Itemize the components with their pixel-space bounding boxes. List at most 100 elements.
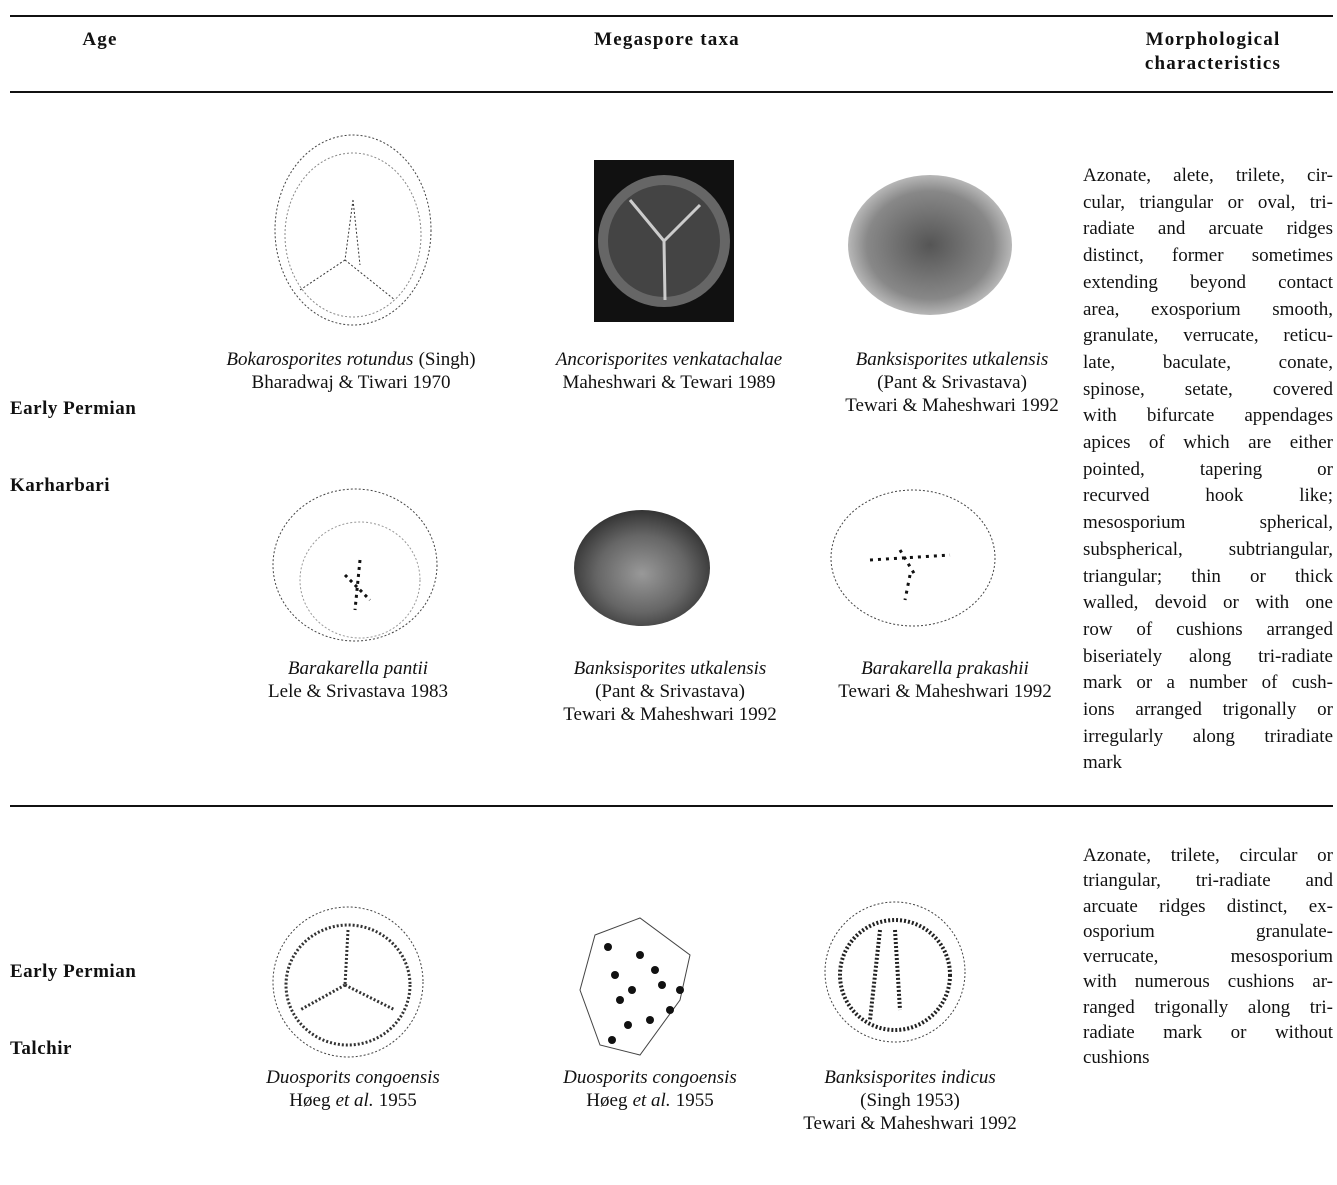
taxon-name: Barakarella prakashii: [861, 658, 1029, 679]
authority: (Singh): [418, 349, 476, 370]
taxon-name: et al.: [335, 1090, 374, 1111]
taxon-name: Banksisporites utkalensis: [855, 349, 1049, 370]
taxon-caption: Duosporits congoensis Høeg et al. 1955: [183, 1066, 523, 1112]
taxon-caption: Banksisporites utkalensis (Pant & Srivast…: [782, 348, 1122, 417]
description-line: cushions: [1083, 1047, 1150, 1069]
description-line: radiate mark or without: [1083, 1022, 1333, 1044]
rule: [10, 91, 1333, 93]
description-line: mark or a number of cush-: [1083, 672, 1333, 694]
taxon-name: Duosporits congoensis: [563, 1067, 737, 1088]
description-line: walled, devoid or with one: [1083, 592, 1333, 614]
authority: (Pant & Srivastava): [595, 681, 745, 702]
description-line: pointed, tapering or: [1083, 458, 1333, 480]
description: Azonate, alete, trilete, cir-cular, tria…: [1083, 163, 1333, 777]
caption-line: Maheshwari & Tewari 1989: [499, 371, 839, 394]
caption-line: Barakarella prakashii: [775, 657, 1115, 680]
caption-line: Tewari & Maheshwari 1992: [775, 680, 1115, 703]
caption-line: (Singh 1953): [740, 1089, 1080, 1112]
authority: (Singh 1953): [860, 1090, 960, 1111]
age-label: Early Permian: [10, 398, 137, 419]
authority: Høeg: [289, 1090, 331, 1111]
caption-line: Lele & Srivastava 1983: [188, 680, 528, 703]
header-line: characteristics: [1144, 53, 1282, 74]
description-line: cular, triangular or oval, tri-: [1083, 191, 1333, 213]
caption-line: Duosporits congoensis: [480, 1066, 820, 1089]
taxon-caption: Barakarella prakashii Tewari & Maheshwari…: [775, 657, 1115, 703]
caption-line: Bokarosporites rotundus (Singh): [181, 348, 521, 371]
caption-line: Høeg et al. 1955: [183, 1089, 523, 1112]
taxon-caption: Banksisporites utkalensis (Pant & Srivast…: [500, 657, 840, 726]
description-line: arcuate ridges distinct, ex-: [1083, 895, 1333, 917]
caption-line: (Pant & Srivastava): [782, 371, 1122, 394]
description-line: verrucate, mesosporium: [1083, 946, 1333, 968]
description-line: spinose, setate, covered: [1083, 378, 1333, 400]
description-line: osporium granulate-: [1083, 920, 1333, 942]
taxon-caption: Duosporits congoensis Høeg et al. 1955: [480, 1066, 820, 1112]
description-line: triangular; thin or thick: [1083, 565, 1333, 587]
authority: Tewari & Maheshwari 1992: [838, 681, 1052, 702]
description-line: with numerous cushions ar-: [1083, 971, 1333, 993]
caption-line: Bharadwaj & Tiwari 1970: [181, 371, 521, 394]
caption-line: (Pant & Srivastava): [500, 680, 840, 703]
description-line: mesosporium spherical,: [1083, 512, 1333, 534]
description-line: row of cushions arranged: [1083, 618, 1333, 640]
description-line: distinct, former sometimes: [1083, 245, 1333, 267]
description-line: extending beyond contact: [1083, 271, 1333, 293]
description-line: recurved hook like;: [1083, 485, 1333, 507]
description-line: apices of which are either: [1083, 432, 1333, 454]
description-line: ranged trigonally along tri-: [1083, 996, 1333, 1018]
taxon-name: Banksisporites utkalensis: [573, 658, 767, 679]
description-line: triangular, tri-radiate and: [1083, 870, 1333, 892]
age-label: Karharbari: [10, 475, 110, 496]
caption-line: Duosporits congoensis: [183, 1066, 523, 1089]
description-line: radiate and arcuate ridges: [1083, 218, 1333, 240]
rule: [10, 805, 1333, 807]
description-line: Azonate, trilete, circular or: [1083, 845, 1333, 866]
taxon-name: Ancorisporites venkatachalae: [555, 349, 783, 370]
taxon-name: et al.: [632, 1090, 671, 1111]
description-line: area, exosporium smooth,: [1083, 298, 1333, 320]
caption-line: Barakarella pantii: [188, 657, 528, 680]
taxon-name: Duosporits congoensis: [266, 1067, 440, 1088]
header-morphology: Morphological characteristics: [1100, 28, 1326, 76]
caption-line: Banksisporites indicus: [740, 1066, 1080, 1089]
authority: Maheshwari & Tewari 1989: [562, 372, 776, 393]
taxon-name: Bokarosporites rotundus: [226, 349, 414, 370]
caption-line: Ancorisporites venkatachalae: [499, 348, 839, 371]
authority: 1955: [675, 1090, 714, 1111]
taxon-caption: Ancorisporites venkatachalae Maheshwari &…: [499, 348, 839, 394]
description: Azonate, trilete, circular or triangular,…: [1083, 843, 1333, 1071]
taxon-name: Barakarella pantii: [287, 658, 429, 679]
taxon-caption: Barakarella pantii Lele & Srivastava 1983: [188, 657, 528, 703]
taxon-caption: Banksisporites indicus (Singh 1953) Tewari…: [740, 1066, 1080, 1135]
caption-line: Tewari & Maheshwari 1992: [782, 394, 1122, 417]
header-taxa: Megaspore taxa: [594, 29, 740, 50]
description-line: with bifurcate appendages: [1083, 405, 1333, 427]
header-age: Age: [82, 29, 118, 50]
description-line: Azonate, alete, trilete, cir-: [1083, 165, 1333, 186]
caption-line: Banksisporites utkalensis: [782, 348, 1122, 371]
rule: [10, 15, 1333, 17]
caption-line: Banksisporites utkalensis: [500, 657, 840, 680]
description-line: ions arranged trigonally or: [1083, 699, 1333, 721]
caption-line: Høeg et al. 1955: [480, 1089, 820, 1112]
authority: Bharadwaj & Tiwari 1970: [251, 372, 451, 393]
description-line: biseriately along tri-radiate: [1083, 645, 1333, 667]
description-line: subspherical, subtriangular,: [1083, 538, 1333, 560]
header-line: Morphological: [1145, 29, 1281, 50]
description-line: granulate, verrucate, reticu-: [1083, 325, 1333, 347]
caption-line: Tewari & Maheshwari 1992: [740, 1112, 1080, 1135]
authority: Tewari & Maheshwari 1992: [845, 395, 1059, 416]
authority: Høeg: [586, 1090, 628, 1111]
authority: Tewari & Maheshwari 1992: [803, 1113, 1017, 1134]
taxon-name: Banksisporites indicus: [824, 1067, 996, 1088]
description-line: mark: [1083, 752, 1123, 774]
age-label: Early Permian: [10, 961, 137, 982]
authority: 1955: [378, 1090, 417, 1111]
description-line: late, baculate, conate,: [1083, 351, 1333, 373]
age-label: Talchir: [10, 1038, 72, 1059]
caption-line: Tewari & Maheshwari 1992: [500, 703, 840, 726]
description-line: irregularly along triradiate: [1083, 725, 1333, 747]
authority: Lele & Srivastava 1983: [268, 681, 448, 702]
